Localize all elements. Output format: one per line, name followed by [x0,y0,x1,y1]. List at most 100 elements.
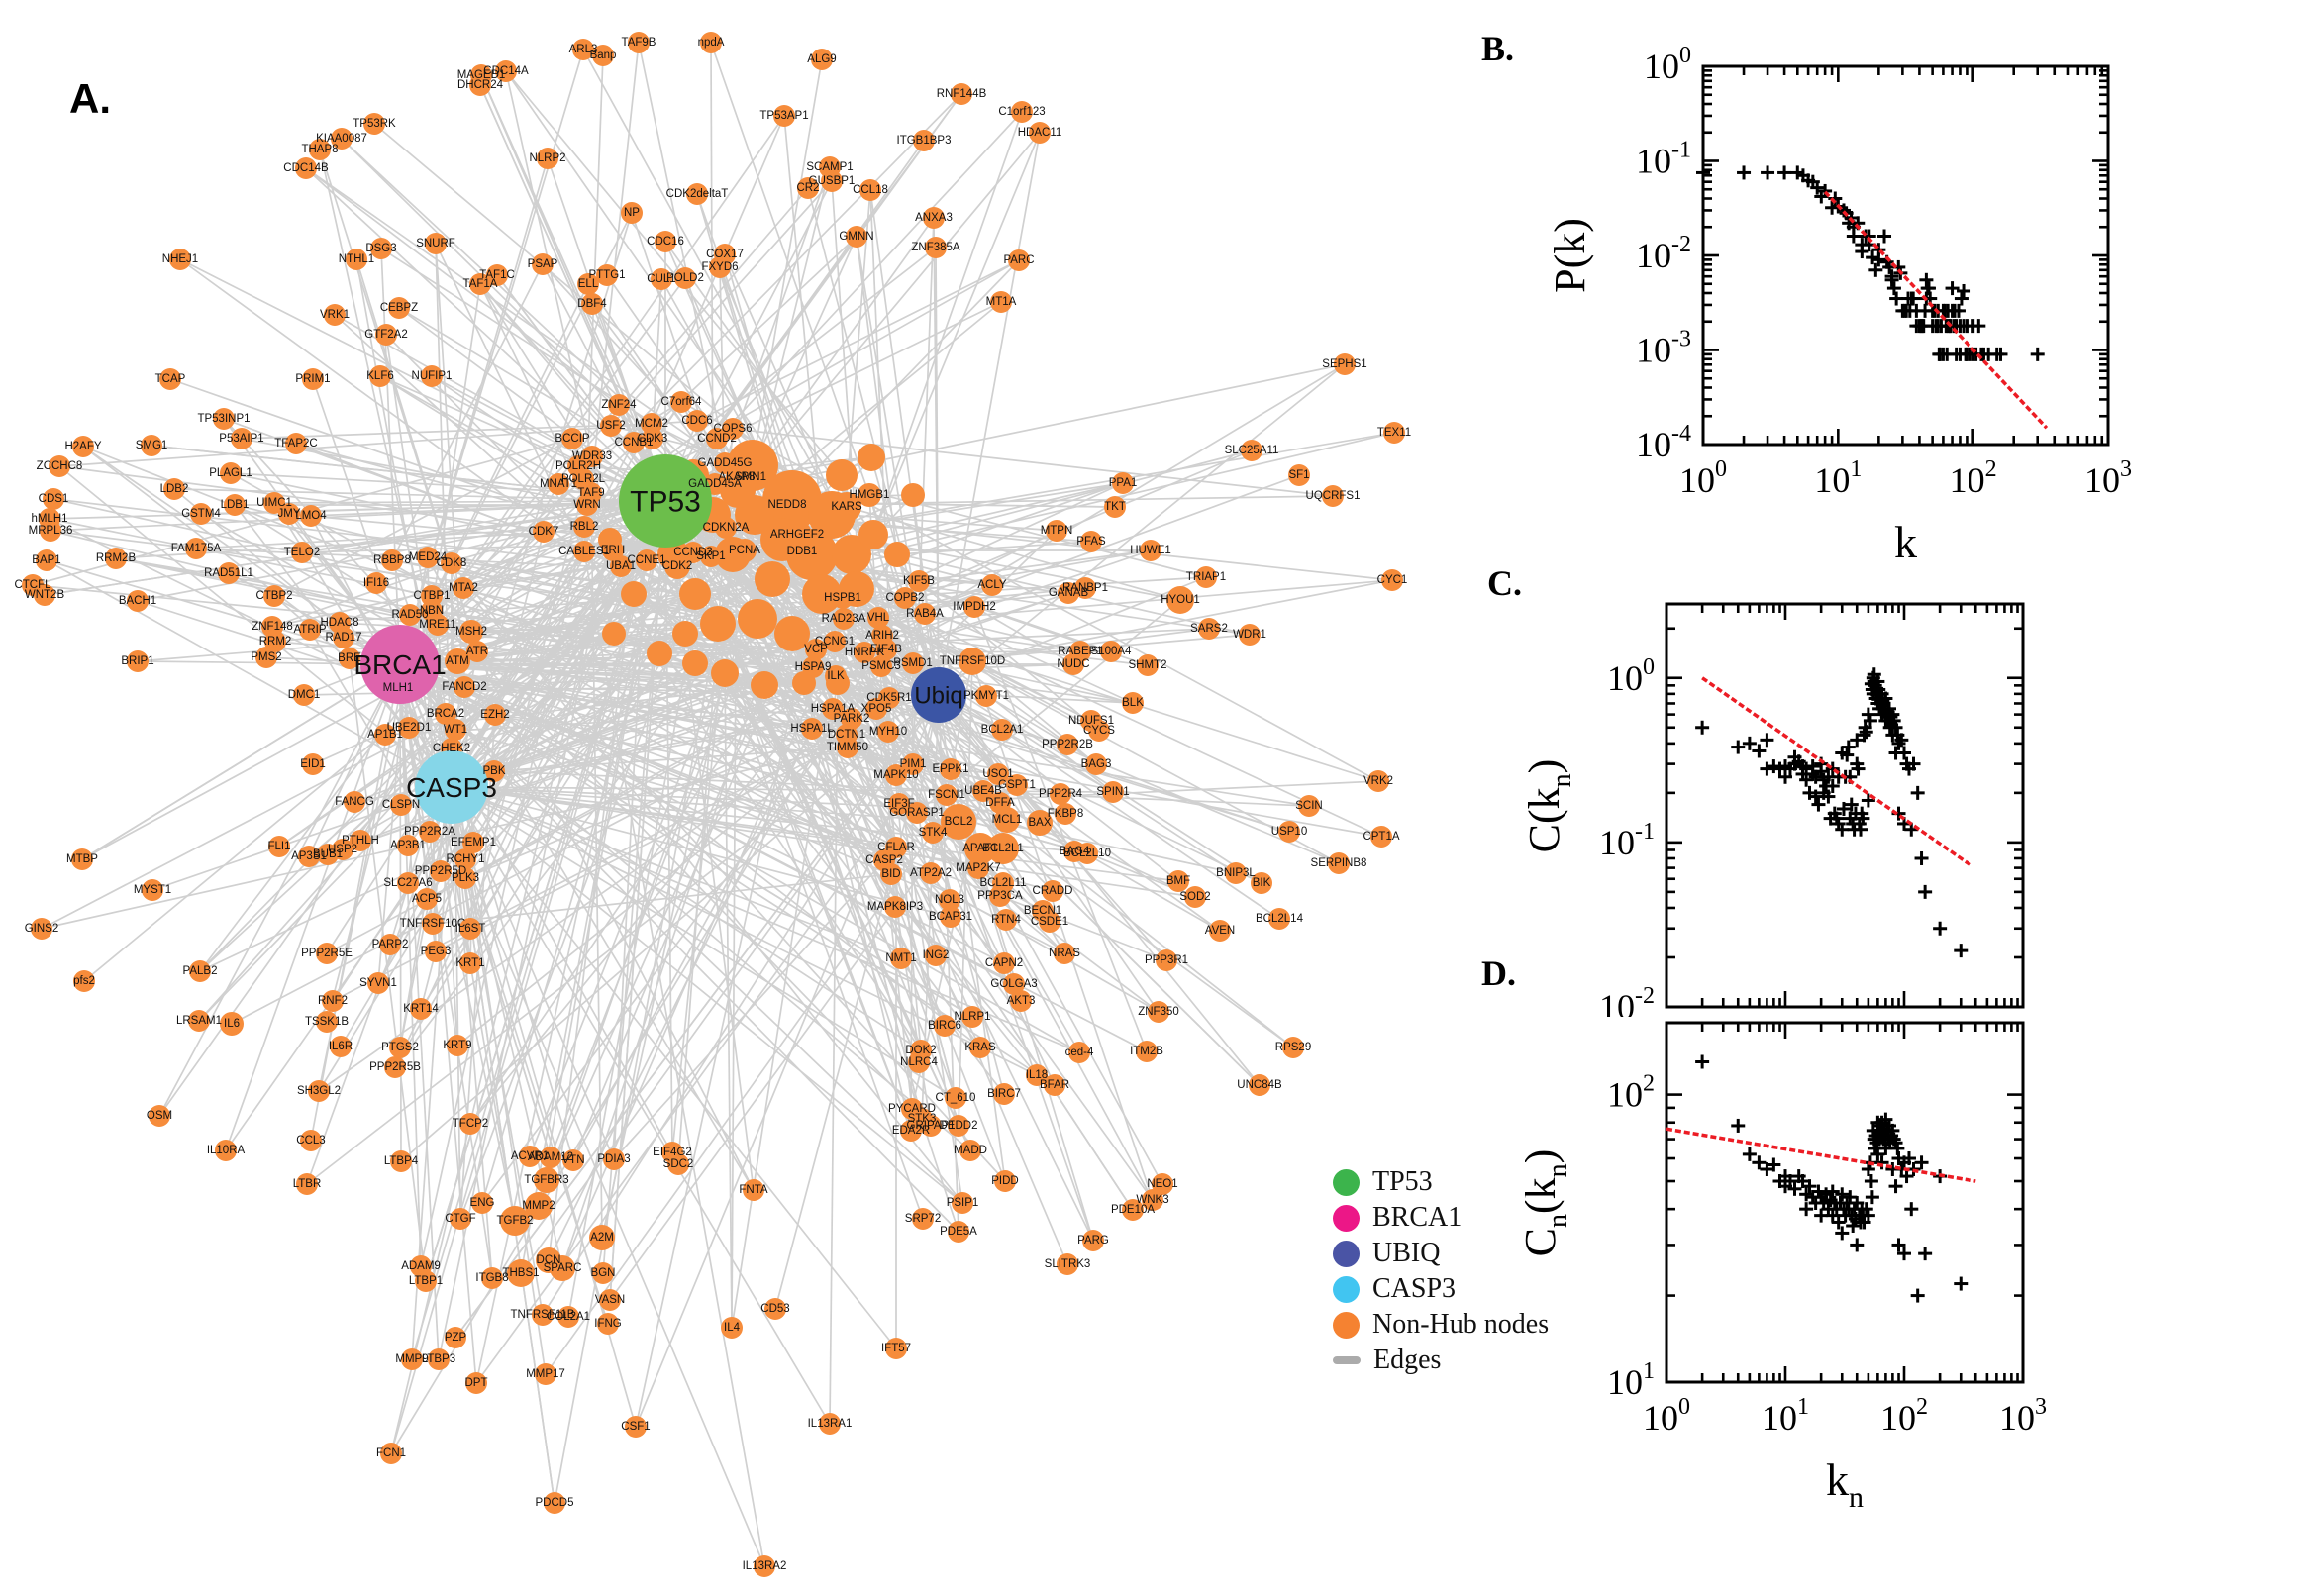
hub-node-casp3 [415,750,488,824]
y-tick-label: 10-3 [1636,327,1691,370]
network-node [908,1051,930,1073]
network-node-label: PPP2R2A [404,826,455,838]
network-node-label: TP53INP1 [197,413,250,425]
network-node-label: SNURF [416,238,455,249]
network-node-label: WRN [573,499,600,511]
network-node-label: BCL2L14 [1256,913,1304,925]
network-node-label: UBA1 [606,560,636,572]
network-node [636,549,657,571]
network-edge [732,428,1334,497]
network-edge [609,539,1379,782]
hub-node-ubiq [911,667,966,723]
network-node-label: VASN [595,1294,625,1306]
network-node-label: ced-4 [1065,1047,1094,1058]
network-node [548,473,569,495]
panel-b-label: B. [1481,29,1515,68]
network-node-label: PLK3 [452,872,479,884]
network-node-label: ZNF24 [601,399,637,411]
network-node-label: WT1 [444,724,467,736]
network-node-label: HSPA1L [790,723,834,735]
network-node [471,1192,493,1214]
network-edge [306,694,940,1185]
network-node-label: ANXA3 [915,212,953,224]
network-node-label: CEBPZ [380,302,418,314]
network-node [537,148,558,169]
network-node-label: CAPN2 [985,957,1023,969]
network-edge [327,665,882,855]
network-node-label: JMY [278,508,301,520]
network-node [940,758,961,780]
network-node [832,535,871,574]
network-node-label: SPARC [544,1262,582,1274]
network-node-label: USP10 [1271,826,1307,838]
network-node [291,542,313,563]
network-node-label: ARHGEF2 [770,529,824,541]
hub-node-brca1 [360,625,440,704]
network-node [416,888,438,910]
network-node-label: VHL [867,612,890,624]
network-node-label: ATM [446,655,468,667]
network-edge [610,180,833,427]
network-node [149,1105,170,1127]
network-edge [409,614,755,1191]
network-edge [971,579,1393,662]
x-tick-label: 102 [1880,1394,1928,1438]
network-node-label: PEG3 [421,946,452,957]
network-node [859,179,881,201]
network-node [890,948,912,969]
panel-c-label: C. [1487,563,1522,603]
network-node-label: hMLH1 [31,513,67,525]
network-node [576,494,598,516]
network-node-label: PDCD5 [536,1497,574,1509]
network-node [721,1317,743,1339]
network-node-label: SCAMP1 [806,161,853,173]
network-node-label: MAPK8IP3 [867,901,923,913]
network-node [532,253,554,275]
network-node-label: WDR33 [572,450,612,462]
network-edge [815,648,1044,912]
network-node-label: RRM2 [259,636,292,648]
network-node-label: ARL3 [569,44,598,55]
network-edge [380,248,738,478]
network-node [1370,826,1392,848]
network-node-label: KIF5B [903,575,935,587]
network-edge [399,115,785,665]
network-node [969,1037,991,1058]
network-node [299,619,321,641]
network-node [1010,990,1032,1012]
network-node [884,542,910,567]
network-node-label: STK3 [908,1113,937,1125]
network-node [1122,1199,1144,1221]
network-node [302,753,324,775]
network-node-label: PPP2R2B [1042,739,1093,750]
network-node-label: SHMT2 [1129,659,1167,671]
legend-node-swatch-icon [1333,1204,1360,1232]
network-node-label: EDA2R [892,1125,930,1137]
network-node-label: BIRC6 [928,1020,961,1032]
network-node [322,990,344,1012]
network-edge [451,786,556,1504]
network-edge [938,694,960,1233]
network-node-label: NBN [420,605,444,617]
network-node [625,1416,647,1438]
chart-degree-distribution: 100 101 102 103 100 10-1 10-2 10-3 10-4 k P(k) [1546,43,2132,567]
network-node [1195,566,1217,588]
network-edge [561,550,803,1269]
network-node-label: NRAS [1049,948,1080,959]
fit-line [1823,190,2049,430]
network-node [1239,624,1261,646]
network-node [481,1267,503,1289]
network-node [428,1348,450,1370]
network-node-label: UQCRFS1 [1306,490,1361,502]
network-node-label: DBF4 [577,298,607,310]
network-node [1167,870,1189,892]
network-node [975,685,997,707]
network-node [486,264,508,286]
network-edge [349,657,427,1282]
network-node [989,885,1011,907]
y-tick-label: 10-1 [1636,138,1691,181]
network-node-label: IL6R [329,1041,353,1052]
network-node-label: UBE2D1 [387,722,432,734]
network-node-label: CCNE1 [628,554,666,566]
